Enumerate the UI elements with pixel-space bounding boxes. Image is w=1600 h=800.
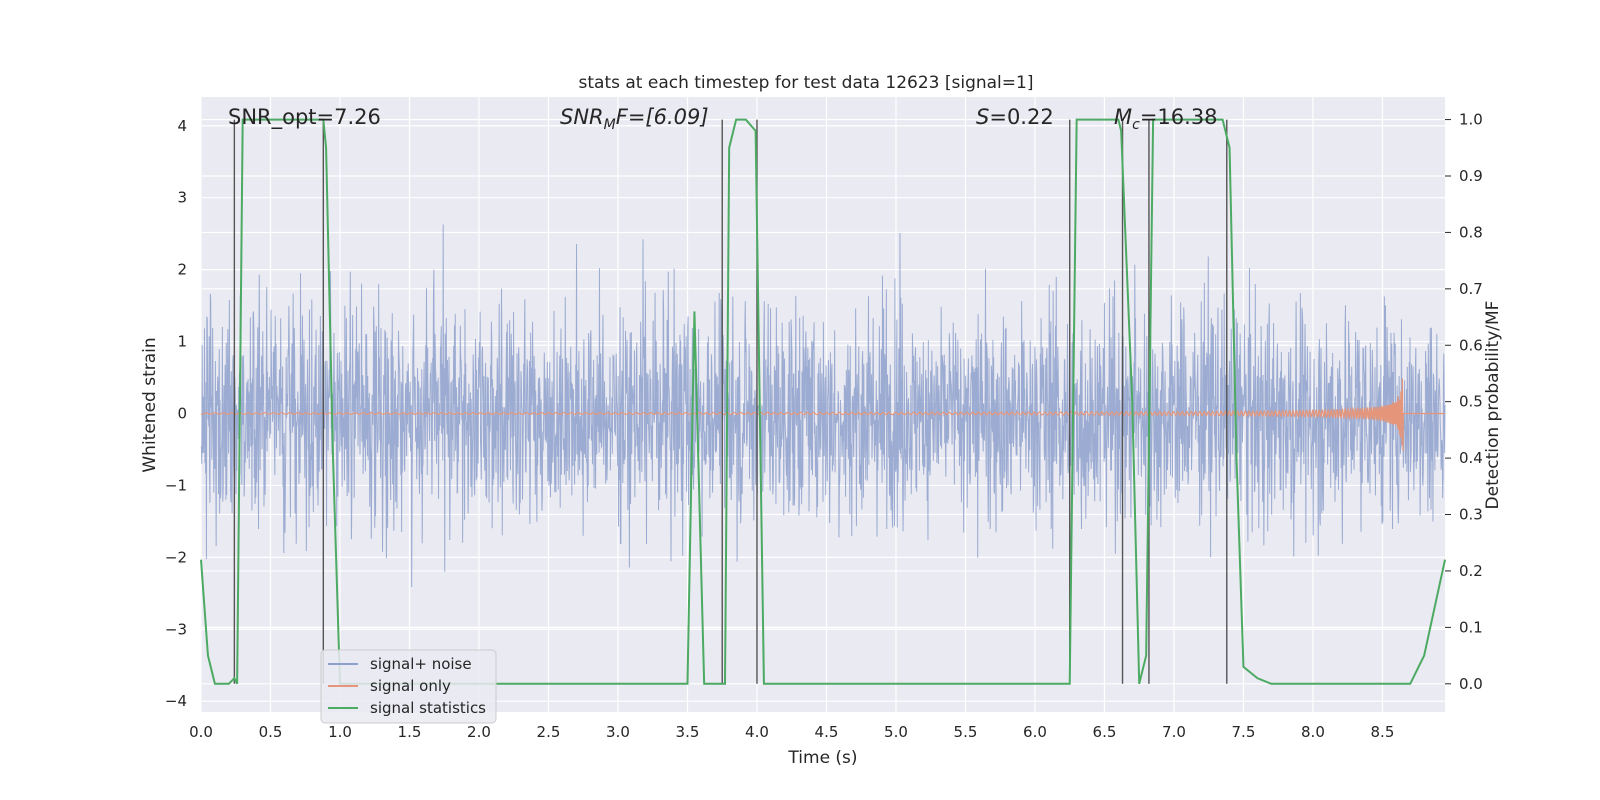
y2-tick-label: 0.1 — [1459, 618, 1483, 636]
signal-only-line — [200, 378, 1445, 452]
tick-labels: 0.0 0.5 1.0 1.5 2.0 2.5 3.0 3.5 4.0 4.5 5.0 5.5 6.0 6… — [165, 111, 1483, 741]
series-signal-noise — [200, 224, 1446, 587]
x-tick-label: 6.0 — [1023, 723, 1047, 741]
y2-tick-label: 0.3 — [1459, 506, 1483, 524]
legend-box — [320, 649, 497, 724]
x-tick-label: 5.0 — [884, 723, 908, 741]
y-tick-label: −4 — [165, 692, 187, 710]
x-tick-label: 4.5 — [815, 723, 839, 741]
x-tick-label: 1.0 — [328, 723, 352, 741]
y-tick-label: −3 — [165, 620, 187, 638]
x-tick-label: 6.5 — [1093, 723, 1117, 741]
annotation-snr-mf-rest: F=[6.09] — [616, 105, 709, 129]
annotation-snr-opt: SNR_opt=7.26 — [228, 105, 381, 130]
x-tick-label: 8.0 — [1301, 723, 1325, 741]
y-tick-label: 0 — [177, 404, 187, 422]
signal-noise-line — [200, 224, 1446, 587]
y-tick-label: 3 — [177, 189, 187, 207]
annotation-s-base: S — [976, 105, 989, 129]
x-tick-label: 8.5 — [1371, 723, 1395, 741]
y2-tick-label: 0.0 — [1459, 675, 1483, 693]
annotation-mc-sub: c — [1132, 117, 1140, 133]
y2-tick-label: 0.2 — [1459, 562, 1483, 580]
chart-title: stats at each timestep for test data 126… — [579, 73, 1034, 93]
signal-statistics-line — [200, 118, 1446, 685]
y2-tick-label: 0.4 — [1459, 449, 1483, 467]
annotation-snr-mf-sub: M — [604, 117, 616, 133]
x-tick-label: 2.5 — [537, 723, 561, 741]
x-tick-label: 3.5 — [676, 723, 700, 741]
x-tick-label: 0.0 — [189, 723, 213, 741]
x-tick-label: 3.0 — [606, 723, 630, 741]
annotation-snr-mf-base: SNR — [560, 105, 604, 129]
y-tick-label: −1 — [165, 476, 187, 494]
legend: signal+ noise signal only signal statist… — [320, 649, 497, 724]
y2-tick-label: 0.9 — [1459, 167, 1483, 185]
annotation-s-rest: =0.22 — [989, 105, 1053, 129]
x-tick-label: 4.0 — [745, 723, 769, 741]
x-tick-label: 1.5 — [398, 723, 422, 741]
annotation-s: S=0.22 — [976, 105, 1054, 129]
annotation-mc-rest: =16.38 — [1140, 105, 1218, 129]
y2-tick-label: 0.7 — [1459, 280, 1483, 298]
x-tick-label: 0.5 — [259, 723, 283, 741]
x-tick-label: 5.5 — [954, 723, 978, 741]
legend-label-signal-only: signal only — [370, 677, 451, 695]
y2-tick-label: 0.5 — [1459, 393, 1483, 411]
legend-label-signal-noise: signal+ noise — [370, 655, 472, 673]
y-tick-label: 1 — [177, 333, 187, 351]
legend-label-signal-statistics: signal statistics — [370, 699, 486, 717]
annotation-mc: Mc=16.38 — [1114, 105, 1218, 133]
y-axis-label: Whitened strain — [140, 337, 160, 472]
x-tick-label: 7.0 — [1162, 723, 1186, 741]
x-tick-label: 7.5 — [1232, 723, 1256, 741]
y-tick-label: 2 — [177, 261, 187, 279]
series-signal-only — [200, 378, 1445, 452]
y2-tick-label: 0.6 — [1459, 336, 1483, 354]
y-tick-label: 4 — [177, 117, 187, 135]
x-axis-label: Time (s) — [787, 748, 857, 768]
y-tick-label: −2 — [165, 548, 187, 566]
series-signal-statistics — [200, 118, 1446, 685]
annotation-mc-base: M — [1114, 105, 1132, 129]
x-tick-label: 2.0 — [467, 723, 491, 741]
annotation-snr-mf: SNRMF=[6.09] — [560, 105, 709, 133]
y2-tick-label: 1.0 — [1459, 111, 1483, 129]
y2-tick-label: 0.8 — [1459, 223, 1483, 241]
y2-axis-label: Detection probability/MF — [1483, 301, 1503, 510]
